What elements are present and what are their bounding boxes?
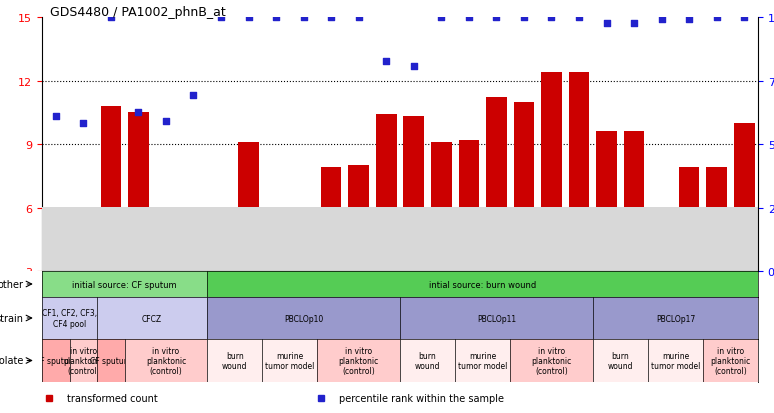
Text: in vitro
planktonic
(control): in vitro planktonic (control) [531,346,571,375]
Point [50,114,62,121]
Bar [238,142,259,271]
Point [463,14,475,21]
Point [408,63,420,70]
Point [132,110,145,116]
Point [77,120,90,127]
Point [738,14,751,21]
Text: initial source: CF sputum: initial source: CF sputum [72,280,177,289]
Point [490,14,502,21]
Bar [431,142,452,271]
Text: murine
tumor model: murine tumor model [458,351,507,370]
Bar [376,115,396,271]
Text: percentile rank within the sample: percentile rank within the sample [339,392,504,403]
Point [297,14,310,21]
Bar [46,261,66,271]
Bar [128,113,149,271]
Bar [707,168,727,271]
Point [683,17,695,24]
Point [159,118,172,125]
Bar [265,218,286,271]
Point [352,14,365,21]
Text: CF sputum: CF sputum [91,356,132,365]
Point [573,14,585,21]
Bar [73,265,94,271]
Point [545,14,557,21]
Point [270,14,283,21]
Bar [348,166,369,271]
Point [380,59,392,66]
Point [601,21,613,28]
Text: PBCLOp11: PBCLOp11 [477,314,516,323]
Bar [321,168,341,271]
Text: murine
tumor model: murine tumor model [651,351,700,370]
Bar [403,117,424,271]
Text: in vitro
planktonic
(control): in vitro planktonic (control) [146,346,186,375]
Text: strain: strain [0,313,23,323]
Text: burn
wound: burn wound [222,351,248,370]
Bar [514,102,534,271]
Bar [734,123,755,271]
Text: murine
tumor model: murine tumor model [265,351,314,370]
Bar [651,208,672,271]
Point [656,17,668,24]
Point [187,93,200,100]
Bar [293,216,314,271]
Bar [486,98,507,271]
Text: in vitro
planktonic
(control): in vitro planktonic (control) [63,346,104,375]
Point [242,14,255,21]
Bar [596,132,617,271]
Bar [541,73,562,271]
Bar [211,265,231,271]
Bar [458,140,479,271]
Point [325,14,337,21]
Point [518,14,530,21]
Point [628,21,640,28]
Text: other: other [0,279,23,289]
Bar [679,168,700,271]
Point [435,14,447,21]
Bar [183,240,204,271]
Text: in vitro
planktonic
(control): in vitro planktonic (control) [338,346,378,375]
Text: isolate: isolate [0,356,23,366]
Text: transformed count: transformed count [67,392,158,403]
Bar [569,73,589,271]
Text: CF1, CF2, CF3,
CF4 pool: CF1, CF2, CF3, CF4 pool [42,309,97,328]
Point [215,14,228,21]
Text: burn
wound: burn wound [415,351,440,370]
Text: PBCLOp10: PBCLOp10 [284,314,324,323]
Bar [156,265,176,271]
Text: PBCLOp17: PBCLOp17 [656,314,695,323]
Text: GDS4480 / PA1002_phnB_at: GDS4480 / PA1002_phnB_at [50,6,225,19]
Text: CFCZ: CFCZ [142,314,163,323]
Text: burn
wound: burn wound [608,351,633,370]
Text: intial source: burn wound: intial source: burn wound [429,280,536,289]
Bar [624,132,645,271]
Point [104,14,117,21]
Point [711,14,723,21]
Text: in vitro
planktonic
(control): in vitro planktonic (control) [711,346,751,375]
Bar [101,107,122,271]
Text: CF sputum: CF sputum [35,356,77,365]
